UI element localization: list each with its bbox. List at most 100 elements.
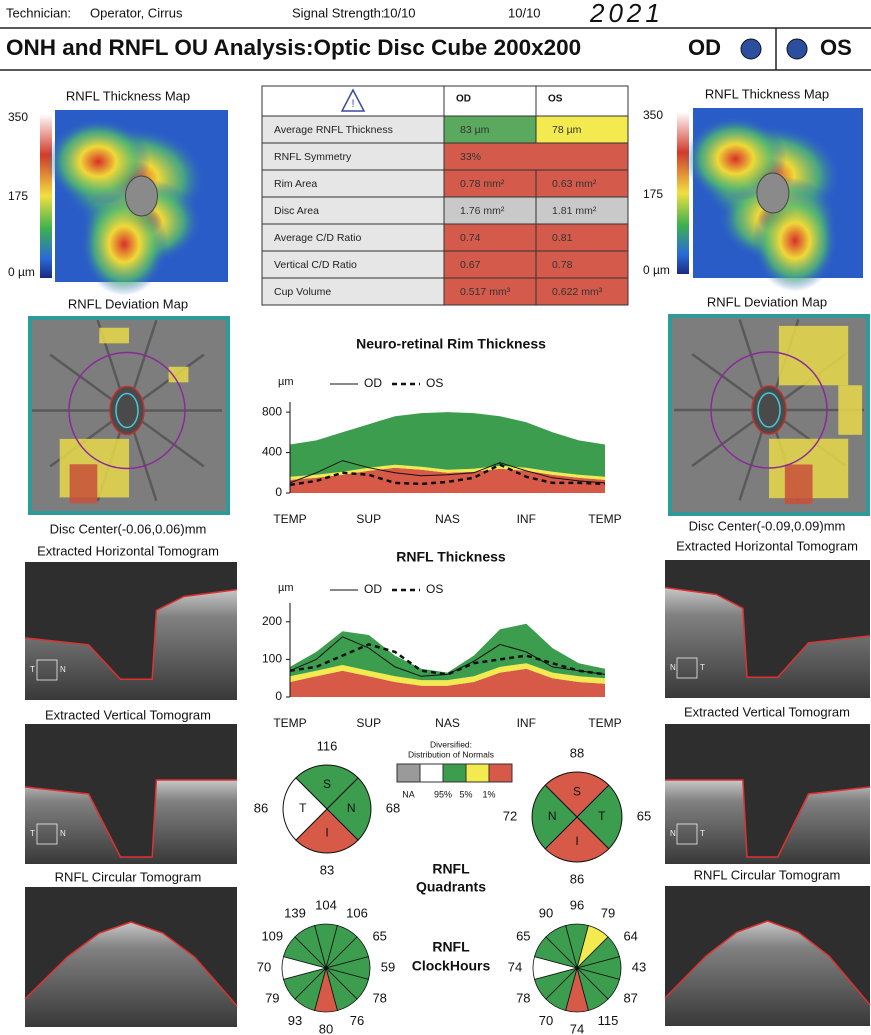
normals-swatch [442,763,467,783]
orientation-label: T [700,829,705,838]
column-header: OS [548,94,563,105]
value-text: 0.622 mm³ [552,286,603,298]
table-header-cell [443,85,537,117]
clock-value: 90 [539,906,553,921]
normals-label: NA [402,789,415,799]
orientation-label: N [670,663,676,672]
section-title: RNFL [432,861,470,877]
orientation-label: T [30,829,35,838]
clock-value: 106 [346,906,368,921]
orientation-box [36,659,58,681]
chart-title: RNFL Thickness [396,549,506,565]
ilm-boundary [24,921,238,1007]
retina-tissue [25,922,237,1027]
tomogram-title: Extracted Horizontal Tomogram [676,538,858,553]
disc-center: Disc Center(-0.09,0.09)mm [689,518,846,533]
normals-title: Distribution of Normals [408,749,494,759]
optic-disc [756,172,790,214]
clock-value: 139 [284,906,306,921]
clock-value: 93 [288,1013,302,1028]
clock-value: 104 [315,897,337,912]
map-title: RNFL Thickness Map [705,86,829,101]
thickness-hotspot [752,189,838,292]
section-title: RNFL [432,939,470,955]
optic-disc [125,175,158,217]
x-tick-label: SUP [356,512,381,526]
deviation-patch [69,464,98,504]
row-label: Cup Volume [274,286,331,298]
report-title: ONH and RNFL OU Analysis:Optic Disc Cube… [6,35,581,60]
column-header: OD [456,94,471,105]
quadrant-value: 83 [320,862,334,877]
normals-swatch [488,763,513,783]
clock-value: 74 [570,1021,584,1035]
thickness-line [289,643,606,676]
x-tick-label: INF [517,512,536,526]
x-tick-label: INF [517,716,536,730]
y-tick-label: 100 [262,652,282,666]
row-label: Disc Area [274,205,319,217]
row-label-cell [261,223,445,252]
normals-label: 95% [434,789,452,799]
normative-band [290,668,605,697]
value-text: 0.78 mm² [460,178,505,190]
quadrant-value: 68 [386,800,400,815]
value-cell [443,223,537,252]
quadrant-sector [544,816,610,863]
quadrant-letter: S [573,784,581,798]
retina-tissue [665,780,870,864]
normals-label: 1% [482,789,495,799]
row-label-cell [261,250,445,279]
signal-label: Signal Strength: [292,5,385,20]
quadrant-value: 65 [637,808,651,823]
legend-label: OS [426,376,443,390]
row-label-cell [261,115,445,144]
value-text: 1.76 mm² [460,205,505,217]
warning-mark: ! [351,98,354,110]
orientation-label: N [670,829,676,838]
value-cell [443,169,537,198]
quadrant-value: 86 [570,871,584,886]
value-text: 78 µm [552,124,582,136]
quadrant-sector [295,808,359,854]
orientation-box [676,823,698,845]
row-label: Rim Area [274,178,317,190]
section-title: Quadrants [416,879,486,895]
clock-value: 76 [350,1013,364,1028]
x-tick-label: NAS [435,512,460,526]
quadrant-letter: I [575,834,578,848]
row-label: RNFL Symmetry [274,151,352,163]
quadrant-value: 116 [317,738,338,753]
table-header-cell [535,85,629,117]
thickness-hotspot [80,192,168,296]
signal-os: 10/10 [508,5,541,20]
value-text: 0.67 [460,259,481,271]
clock-value: 65 [516,928,530,943]
clock-value: 79 [601,906,615,921]
x-tick-label: TEMP [273,716,306,730]
signal-od: 10/10 [383,5,416,20]
value-cell [443,196,537,225]
cup-outline [115,392,139,429]
retina-tissue [665,921,870,1026]
value-text: 0.517 mm³ [460,286,511,298]
orientation-label: T [30,665,35,674]
handwritten-note: 2021 [589,0,664,28]
scale-label: 350 [643,108,663,122]
value-text: 33% [460,151,481,163]
cup-outline [757,392,781,428]
value-cell [443,250,537,279]
row-label: Average RNFL Thickness [274,124,393,136]
ilm-boundary [664,586,871,679]
quadrant-letter: T [299,801,307,815]
od-eye-dot [740,38,762,60]
color-scale [40,114,52,278]
row-label: Average C/D Ratio [274,232,362,244]
quadrant-letter: I [325,825,328,839]
scale-label: 0 µm [8,265,35,279]
value-text: 0.74 [460,232,481,244]
tomogram-title: RNFL Circular Tomogram [55,869,202,884]
x-tick-label: NAS [435,716,460,730]
map-title: RNFL Deviation Map [68,296,188,311]
clock-value: 115 [598,1013,619,1028]
